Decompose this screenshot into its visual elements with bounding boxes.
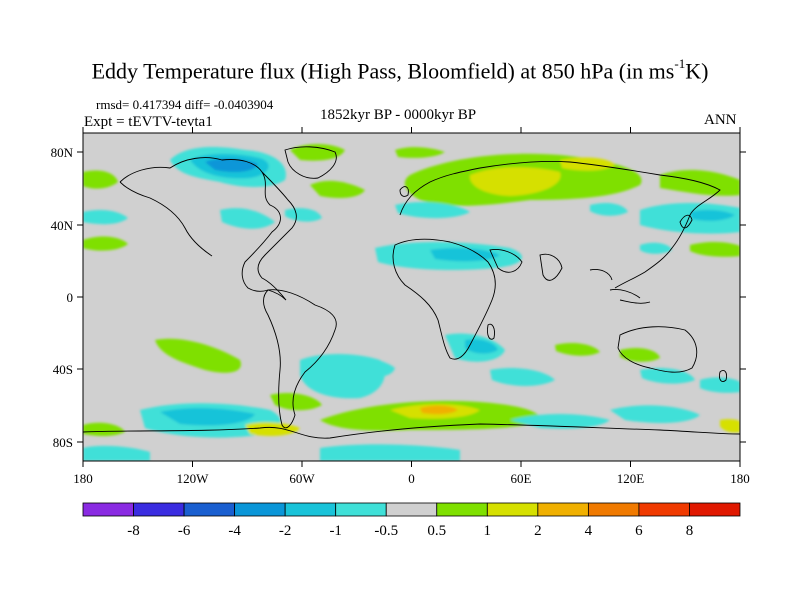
field-patch bbox=[395, 202, 470, 219]
field-patch bbox=[430, 247, 500, 262]
lon-label: 120W bbox=[177, 471, 210, 486]
colorbar-swatch bbox=[183, 502, 236, 517]
map-title: Eddy Temperature flux (High Pass, Bloomf… bbox=[0, 56, 800, 84]
field-patch bbox=[620, 347, 660, 362]
colorbar-swatch bbox=[638, 502, 690, 517]
coastline bbox=[489, 249, 523, 273]
field-patch bbox=[660, 170, 740, 196]
lon-label: 0 bbox=[408, 471, 415, 486]
field-patch bbox=[610, 405, 700, 423]
colorbar-label: 1 bbox=[484, 523, 492, 539]
colorbar-label: 2 bbox=[534, 523, 542, 539]
coastline bbox=[119, 181, 213, 257]
field-patch bbox=[395, 147, 445, 158]
coastline bbox=[399, 160, 721, 289]
coastline bbox=[487, 323, 495, 340]
lon-ticks bbox=[82, 127, 741, 467]
colorbar-swatch bbox=[234, 502, 286, 517]
colorbar-swatch bbox=[385, 502, 438, 517]
lat-label: 80N bbox=[51, 145, 74, 160]
colorbar-label: 6 bbox=[635, 523, 643, 539]
coastline bbox=[263, 289, 337, 429]
field-patch bbox=[345, 357, 395, 378]
lon-label: 120E bbox=[617, 471, 645, 486]
title-main: Eddy Temperature flux (High Pass, Bloomf… bbox=[91, 58, 675, 84]
coastline bbox=[284, 146, 337, 179]
field-patch bbox=[245, 422, 300, 436]
field-patch bbox=[590, 202, 628, 216]
field-patch bbox=[320, 444, 460, 461]
field-patch bbox=[290, 144, 345, 161]
lon-label: 60W bbox=[289, 471, 315, 486]
colorbar-swatch bbox=[436, 502, 488, 517]
lon-label: 60E bbox=[511, 471, 532, 486]
lat-ticks bbox=[77, 151, 746, 443]
colorbar-swatch bbox=[537, 502, 589, 517]
coastlines bbox=[83, 146, 740, 439]
season-label: ANN bbox=[704, 112, 737, 128]
field-patch bbox=[720, 419, 740, 433]
field-patch bbox=[83, 170, 118, 189]
colorbar-label: 0.5 bbox=[427, 523, 446, 539]
coastline bbox=[392, 238, 496, 360]
field-patch bbox=[555, 342, 600, 356]
field-patch bbox=[160, 407, 255, 426]
lat-label: 80S bbox=[53, 435, 73, 450]
colorbar-label: -1 bbox=[329, 523, 342, 539]
period-label: 1852kyr BP - 0000kyr BP bbox=[320, 107, 477, 123]
coastline bbox=[617, 326, 698, 373]
field-patch bbox=[690, 209, 735, 221]
lon-label: 180 bbox=[730, 471, 750, 486]
experiment-label: Expt = tEVTV-tevta1 bbox=[84, 114, 213, 130]
field-patch bbox=[310, 180, 365, 198]
field-patch bbox=[640, 242, 672, 254]
colorbar-label: -4 bbox=[228, 523, 241, 539]
colorbar-swatch bbox=[587, 502, 640, 517]
field-patch bbox=[690, 242, 740, 257]
colorbar-swatch bbox=[486, 502, 539, 517]
coastline bbox=[83, 423, 740, 439]
colorbar-label: 4 bbox=[585, 523, 593, 539]
field-patch bbox=[469, 167, 561, 196]
field-patch bbox=[83, 236, 128, 251]
field-patch bbox=[285, 208, 322, 222]
stats-label: rmsd= 0.417394 diff= -0.0403904 bbox=[96, 97, 274, 112]
coastline bbox=[719, 369, 727, 383]
coastline bbox=[679, 214, 693, 229]
colorbar-swatch bbox=[82, 502, 134, 517]
lon-label: 180 bbox=[73, 471, 93, 486]
lat-label: 40S bbox=[53, 362, 73, 377]
lat-label: 0 bbox=[67, 290, 74, 305]
field-patch bbox=[220, 208, 275, 229]
coastline bbox=[539, 253, 563, 281]
field-patch bbox=[700, 377, 740, 393]
colorbar-label: 8 bbox=[686, 523, 694, 539]
lat-label: 40N bbox=[51, 218, 74, 233]
coastline bbox=[589, 269, 651, 304]
title-end: K) bbox=[685, 58, 709, 84]
field-patch bbox=[465, 339, 498, 354]
colorbar-swatch bbox=[689, 502, 741, 517]
field-patch bbox=[83, 422, 125, 436]
colorbar-swatch bbox=[335, 502, 387, 517]
colorbar: -8 -6 -4 -2 -1 -0.5 0.5 1 2 4 6 8 bbox=[82, 502, 741, 539]
field-patch bbox=[205, 158, 258, 172]
title-superscript: -1 bbox=[674, 56, 686, 71]
colorbar-label: -2 bbox=[279, 523, 292, 539]
colorbar-label: -8 bbox=[127, 523, 140, 539]
field-patch bbox=[270, 393, 322, 411]
colorbar-label: -0.5 bbox=[374, 523, 398, 539]
field-patch bbox=[490, 368, 555, 386]
coastline bbox=[399, 186, 409, 197]
colorbar-label: -6 bbox=[178, 523, 191, 539]
field-patch bbox=[420, 405, 458, 415]
field-patch bbox=[155, 338, 241, 373]
colorbar-swatch bbox=[133, 502, 185, 517]
coastline bbox=[119, 157, 297, 301]
colorbar-swatch bbox=[284, 502, 337, 517]
field-patch bbox=[83, 445, 150, 461]
field-patch bbox=[83, 210, 128, 225]
